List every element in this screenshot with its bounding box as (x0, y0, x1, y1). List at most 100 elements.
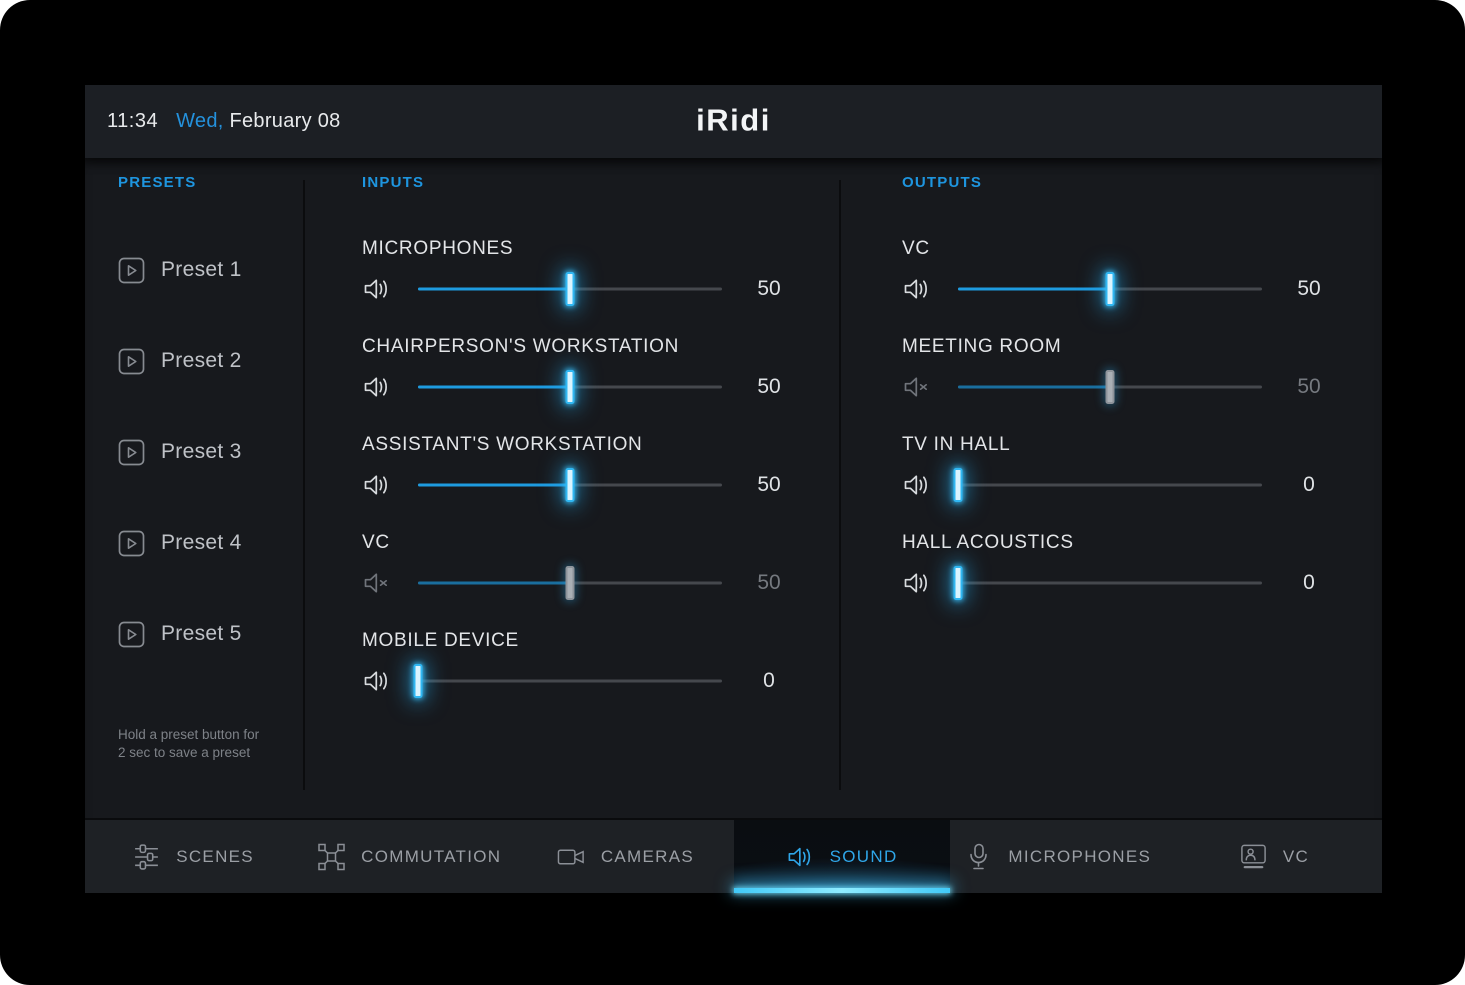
cameras-icon (557, 843, 586, 871)
presets-column: PRESETS Preset 1 Preset 2 Preset 3 (85, 158, 303, 818)
slider-handle[interactable] (565, 272, 575, 306)
slider-microphones: MICROPHONES 50 (362, 238, 839, 310)
preset-3-button[interactable]: Preset 3 (118, 437, 303, 467)
slider-handle[interactable] (1105, 272, 1115, 306)
mute-toggle-speaker-icon[interactable] (362, 374, 392, 400)
app-panel: 11:34 Wed, February 08 iRidi PRESETS Pre… (85, 85, 1382, 893)
preset-label: Preset 4 (161, 531, 242, 554)
mute-toggle-speaker-icon[interactable] (362, 472, 392, 498)
tab-commutation[interactable]: COMMUTATION (301, 820, 517, 893)
slider-fill (958, 287, 1110, 291)
tab-label: SOUND (829, 846, 898, 866)
tab-label: CAMERAS (600, 846, 695, 866)
slider-handle[interactable] (565, 566, 575, 600)
presets-header: PRESETS (118, 174, 197, 191)
preset-5-button[interactable]: Preset 5 (118, 619, 303, 649)
slider-meeting-room: MEETING ROOM 50 (902, 336, 1382, 408)
scenes-icon (132, 843, 161, 871)
preset-1-button[interactable]: Preset 1 (118, 255, 303, 285)
slider-handle[interactable] (565, 370, 575, 404)
slider-label: CHAIRPERSON'S WORKSTATION (362, 336, 680, 357)
slider-vc-input: VC 50 (362, 532, 839, 604)
slider-value: 0 (1303, 473, 1315, 496)
mute-toggle-speaker-icon[interactable] (362, 570, 392, 596)
iridi-logo: iRidi (696, 102, 771, 138)
slider-value: 50 (1297, 375, 1321, 398)
tab-sound[interactable]: SOUND (733, 820, 950, 893)
slider-value: 0 (763, 669, 775, 692)
slider-label: MEETING ROOM (902, 336, 1062, 357)
inputs-header: INPUTS (362, 174, 425, 191)
slider-tv-in-hall: TV IN HALL 0 (902, 434, 1382, 506)
slider-hall-acoustics: HALL ACOUSTICS 0 (902, 532, 1382, 604)
slider-rail (418, 679, 722, 683)
slider-value: 0 (1303, 571, 1315, 594)
outputs-header: OUTPUTS (902, 174, 983, 191)
slider-handle[interactable] (413, 664, 423, 698)
slider-vc-output: VC 50 (902, 238, 1382, 310)
slider-label: VC (902, 238, 930, 259)
outputs-column: OUTPUTS VC (839, 158, 1382, 818)
tab-microphones[interactable]: MICROPHONES (950, 820, 1166, 893)
preset-label: Preset 3 (161, 440, 242, 463)
slider-rail (958, 483, 1262, 487)
commutation-icon (317, 843, 346, 871)
slider-label: VC (362, 532, 390, 553)
play-icon (118, 439, 145, 466)
mute-toggle-speaker-icon[interactable] (362, 276, 392, 302)
play-icon (118, 257, 145, 284)
preset-label: Preset 2 (161, 349, 242, 372)
tab-vc[interactable]: VC (1166, 820, 1382, 893)
clock: 11:34 (107, 110, 159, 132)
microphones-icon (964, 843, 993, 871)
tab-label: COMMUTATION (361, 846, 502, 866)
mute-toggle-speaker-icon[interactable] (902, 472, 932, 498)
slider-value: 50 (757, 473, 781, 496)
mute-toggle-speaker-icon[interactable] (902, 276, 932, 302)
play-icon (118, 621, 145, 648)
tab-cameras[interactable]: CAMERAS (517, 820, 733, 893)
slider-handle[interactable] (953, 468, 963, 502)
vc-icon (1239, 843, 1268, 871)
preset-label: Preset 5 (161, 622, 242, 645)
slider-label: ASSISTANT'S WORKSTATION (362, 434, 643, 455)
mute-toggle-speaker-icon[interactable] (902, 570, 932, 596)
tab-scenes[interactable]: SCENES (85, 820, 301, 893)
mute-toggle-speaker-icon[interactable] (902, 374, 932, 400)
inputs-slider-list: MICROPHONES 50 (362, 238, 839, 702)
slider-handle[interactable] (1105, 370, 1115, 404)
volume-slider[interactable] (953, 464, 1262, 506)
slider-label: TV IN HALL (902, 434, 1011, 455)
preset-list: Preset 1 Preset 2 Preset 3 Preset 4 (118, 255, 303, 649)
volume-slider[interactable] (958, 268, 1262, 310)
status-bar: 11:34 Wed, February 08 iRidi (85, 85, 1382, 158)
volume-slider[interactable] (418, 562, 722, 604)
tab-label: VC (1282, 846, 1310, 866)
play-icon (118, 348, 145, 375)
preset-2-button[interactable]: Preset 2 (118, 346, 303, 376)
slider-handle[interactable] (565, 468, 575, 502)
preset-4-button[interactable]: Preset 4 (118, 528, 303, 558)
slider-value: 50 (757, 375, 781, 398)
slider-fill (418, 581, 570, 585)
mute-toggle-speaker-icon[interactable] (362, 668, 392, 694)
volume-slider[interactable] (413, 660, 722, 702)
slider-fill (418, 483, 570, 487)
volume-slider[interactable] (953, 562, 1262, 604)
volume-slider[interactable] (418, 366, 722, 408)
slider-label: MICROPHONES (362, 238, 514, 259)
volume-slider[interactable] (958, 366, 1262, 408)
volume-slider[interactable] (418, 268, 722, 310)
volume-slider[interactable] (418, 464, 722, 506)
slider-value: 50 (757, 277, 781, 300)
bottom-tab-bar: SCENES COMMUTATION CAMERAS SOUND MICROPH… (85, 818, 1382, 893)
slider-value: 50 (757, 571, 781, 594)
outputs-slider-list: VC 50 (902, 238, 1382, 604)
slider-assistants-workstation: ASSISTANT'S WORKSTATION 50 (362, 434, 839, 506)
slider-value: 50 (1297, 277, 1321, 300)
column-divider (839, 180, 841, 790)
slider-chairpersons-workstation: CHAIRPERSON'S WORKSTATION 50 (362, 336, 839, 408)
slider-handle[interactable] (953, 566, 963, 600)
tab-label: SCENES (176, 846, 254, 866)
